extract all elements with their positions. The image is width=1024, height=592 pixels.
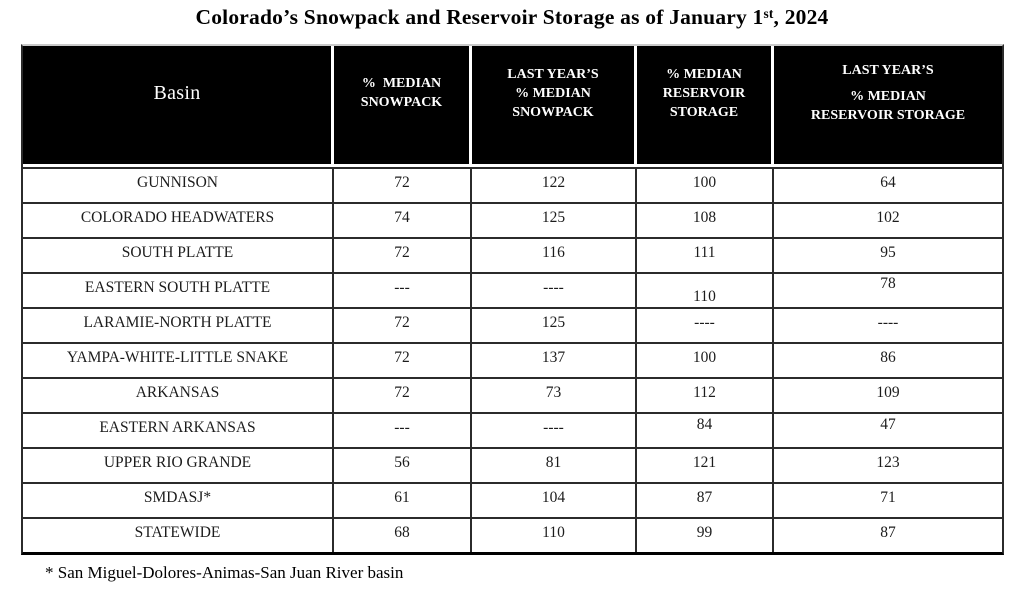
title-superscript: st [763, 6, 774, 22]
value-cell: 78 [774, 272, 1002, 307]
column-header-line: SNOWPACK [512, 104, 594, 120]
basin-cell: UPPER RIO GRANDE [23, 447, 334, 482]
basin-cell: SOUTH PLATTE [23, 237, 334, 272]
table-row: UPPER RIO GRANDE 56 81 121 123 [23, 447, 1002, 482]
column-header-line: % MEDIAN [850, 89, 926, 104]
value-cell: 87 [774, 517, 1002, 552]
column-header-line: LAST YEAR’S [507, 66, 599, 82]
value-cell: 100 [637, 342, 774, 377]
value-cell: 72 [334, 167, 472, 202]
value-cell: ---- [637, 307, 774, 342]
value-cell: 125 [472, 202, 637, 237]
value-cell: --- [334, 412, 472, 447]
table-row: SOUTH PLATTE 72 116 111 95 [23, 237, 1002, 272]
value-cell: 99 [637, 517, 774, 552]
column-header-line: LAST YEAR’S [842, 63, 934, 78]
table-row: SMDASJ* 61 104 87 71 [23, 482, 1002, 517]
value-cell: 74 [334, 202, 472, 237]
value-cell: 72 [334, 237, 472, 272]
table-row: YAMPA-WHITE-LITTLE SNAKE 72 137 100 86 [23, 342, 1002, 377]
value-cell: 81 [472, 447, 637, 482]
table-header-row: Basin % MEDIAN SNOWPACK LAST YEAR’S % MEDIAN… [23, 46, 1002, 167]
basin-cell: EASTERN SOUTH PLATTE [23, 272, 334, 307]
value-cell: ---- [472, 272, 637, 307]
basin-cell: STATEWIDE [23, 517, 334, 552]
column-header-last-years-pct-median-reservoir-storage: LAST YEAR’S % MEDIAN RESERVOIR STORAGE [774, 46, 1002, 167]
value-cell: 123 [774, 447, 1002, 482]
value-cell: 56 [334, 447, 472, 482]
basin-cell: EASTERN ARKANSAS [23, 412, 334, 447]
value-cell: 116 [472, 237, 637, 272]
value-cell: ---- [472, 412, 637, 447]
value-cell: 95 [774, 237, 1002, 272]
page-title: Colorado’s Snowpack and Reservoir Storag… [0, 5, 1024, 30]
value-cell: 64 [774, 167, 1002, 202]
title-text: Colorado’s Snowpack and Reservoir Storag… [195, 5, 764, 29]
value-cell: 72 [334, 377, 472, 412]
value-cell: 72 [334, 342, 472, 377]
column-header-line: STORAGE [669, 104, 739, 120]
column-header-line: % MEDIAN [361, 76, 442, 91]
table-row: GUNNISON 72 122 100 64 [23, 167, 1002, 202]
value-cell: 47 [774, 412, 1002, 447]
title-suffix: , 2024 [773, 5, 829, 29]
column-header-pct-median-snowpack: % MEDIAN SNOWPACK [334, 46, 472, 167]
footnote: * San Miguel-Dolores-Animas-San Juan Riv… [45, 563, 404, 582]
value-cell: 61 [334, 482, 472, 517]
value-cell: 72 [334, 307, 472, 342]
value-cell: 84 [637, 412, 774, 447]
basin-cell: ARKANSAS [23, 377, 334, 412]
basin-cell: GUNNISON [23, 167, 334, 202]
value-cell: 111 [637, 237, 774, 272]
column-header-line: RESERVOIR STORAGE [810, 108, 966, 123]
table-row: COLORADO HEADWATERS 74 125 108 102 [23, 202, 1002, 237]
value-cell: 104 [472, 482, 637, 517]
value-cell: --- [334, 272, 472, 307]
column-header-line: % MEDIAN [515, 85, 591, 101]
table-row: STATEWIDE 68 110 99 87 [23, 517, 1002, 552]
table-row: LARAMIE-NORTH PLATTE 72 125 ---- ---- [23, 307, 1002, 342]
basin-cell: SMDASJ* [23, 482, 334, 517]
value-cell: 121 [637, 447, 774, 482]
value-cell: 87 [637, 482, 774, 517]
value-cell: 100 [637, 167, 774, 202]
value-cell: 125 [472, 307, 637, 342]
column-header-line: Basin [153, 81, 201, 104]
table-row: EASTERN SOUTH PLATTE --- ---- 110 78 [23, 272, 1002, 307]
value-cell: 137 [472, 342, 637, 377]
column-header-pct-median-reservoir-storage: % MEDIAN RESERVOIR STORAGE [637, 46, 774, 167]
column-header-basin: Basin [23, 46, 334, 167]
column-header-line: SNOWPACK [360, 95, 443, 110]
table-row: EASTERN ARKANSAS --- ---- 84 47 [23, 412, 1002, 447]
value-cell: 108 [637, 202, 774, 237]
value-cell: 109 [774, 377, 1002, 412]
value-cell: 122 [472, 167, 637, 202]
basin-cell: LARAMIE-NORTH PLATTE [23, 307, 334, 342]
column-header-line: % MEDIAN [666, 66, 742, 82]
column-header-line: RESERVOIR [662, 85, 746, 101]
value-cell: 71 [774, 482, 1002, 517]
basin-cell: COLORADO HEADWATERS [23, 202, 334, 237]
column-header-last-years-pct-median-snowpack: LAST YEAR’S % MEDIAN SNOWPACK [472, 46, 637, 167]
value-cell: 68 [334, 517, 472, 552]
value-cell: 102 [774, 202, 1002, 237]
snowpack-reservoir-table: Basin % MEDIAN SNOWPACK LAST YEAR’S % MEDIAN… [21, 44, 1004, 555]
table-row: ARKANSAS 72 73 112 109 [23, 377, 1002, 412]
value-cell: 86 [774, 342, 1002, 377]
basin-cell: YAMPA-WHITE-LITTLE SNAKE [23, 342, 334, 377]
value-cell: 110 [472, 517, 637, 552]
value-cell: 110 [637, 272, 774, 307]
value-cell: 73 [472, 377, 637, 412]
value-cell: 112 [637, 377, 774, 412]
value-cell: ---- [774, 307, 1002, 342]
